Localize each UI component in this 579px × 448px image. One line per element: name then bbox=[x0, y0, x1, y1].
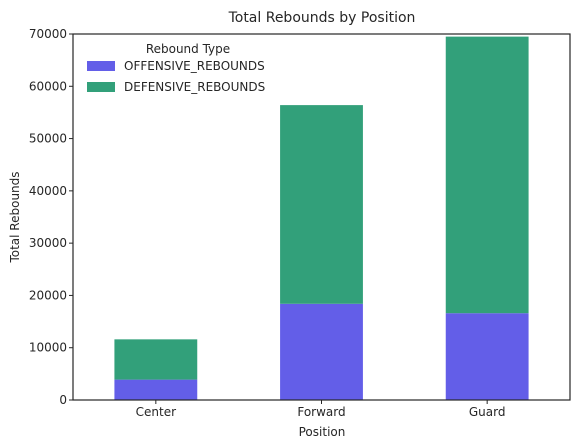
y-tick-label: 10000 bbox=[29, 341, 67, 355]
legend-title: Rebound Type bbox=[146, 42, 230, 56]
x-tick-label: Guard bbox=[469, 405, 506, 419]
x-tick-label: Center bbox=[136, 405, 176, 419]
y-tick-label: 40000 bbox=[29, 184, 67, 198]
x-tick-label: Forward bbox=[297, 405, 345, 419]
x-axis-label: Position bbox=[299, 425, 346, 439]
bar-guard-offensive-rebounds bbox=[445, 313, 529, 400]
y-tick-label: 20000 bbox=[29, 288, 67, 302]
legend-entry-label: DEFENSIVE_REBOUNDS bbox=[124, 80, 265, 94]
bar-guard-defensive-rebounds bbox=[445, 36, 529, 314]
plot-frame bbox=[72, 33, 571, 401]
plot-area: 0 10000 20000 30000 40000 50000 60000 70000 Cent… bbox=[29, 27, 529, 419]
chart-title: Total Rebounds by Position bbox=[228, 10, 416, 26]
y-tick-label: 0 bbox=[59, 393, 67, 407]
y-tick-label: 30000 bbox=[29, 236, 67, 250]
legend: Rebound Type OFFENSIVE_REBOUNDS DEFENSIVE… bbox=[87, 42, 265, 94]
bar-forward-offensive-rebounds bbox=[280, 303, 363, 400]
y-axis-label: Total Rebounds bbox=[8, 171, 22, 263]
y-tick-label: 70000 bbox=[29, 27, 67, 41]
legend-swatch bbox=[87, 61, 115, 71]
bar-forward-defensive-rebounds bbox=[280, 105, 363, 304]
bar-center-offensive-rebounds bbox=[114, 379, 198, 400]
y-tick-label: 60000 bbox=[29, 79, 67, 93]
bar-center-defensive-rebounds bbox=[114, 339, 198, 380]
legend-entry-label: OFFENSIVE_REBOUNDS bbox=[124, 59, 265, 73]
y-tick-label: 50000 bbox=[29, 132, 67, 146]
legend-swatch bbox=[87, 82, 115, 92]
